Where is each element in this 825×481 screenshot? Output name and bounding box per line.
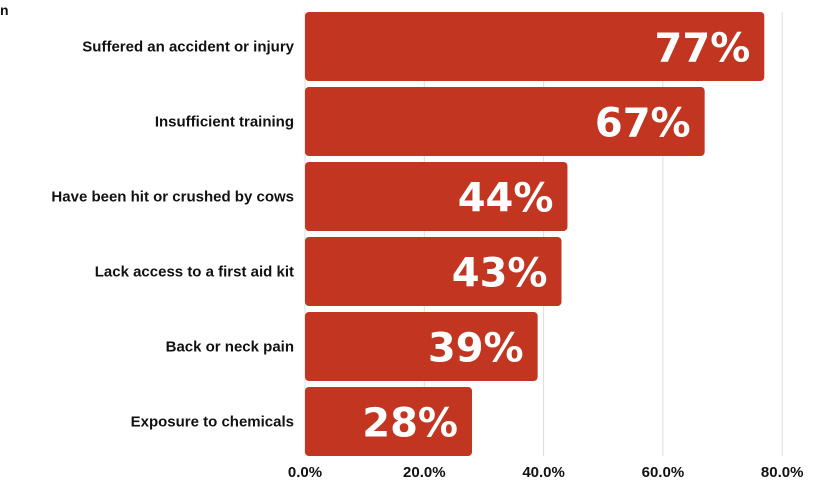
bar	[305, 312, 538, 381]
category-label: Suffered an accident or injury	[82, 39, 294, 56]
category-label: Exposure to chemicals	[131, 414, 294, 431]
category-label: Lack access to a first aid kit	[95, 264, 294, 281]
bar	[305, 87, 705, 156]
bar-value-label: 77%	[655, 26, 751, 72]
bar-value-label: 67%	[595, 101, 691, 147]
bar-value-label: 44%	[458, 176, 554, 222]
bar-value-label: 39%	[428, 326, 524, 372]
bar	[305, 387, 473, 456]
category-label: Back or neck pain	[166, 339, 294, 356]
category-label: Insufficient training	[155, 114, 294, 131]
cropped-title-fragment: n	[0, 2, 9, 18]
bar-value-label: 43%	[452, 251, 548, 297]
bar-value-label: 28%	[362, 401, 458, 447]
x-tick-label: 40.0%	[522, 464, 565, 481]
bar	[305, 237, 562, 306]
bars: 77% 67% 44% 43% 39% 28%	[305, 12, 765, 456]
gridlines	[304, 12, 783, 456]
x-tick-label: 60.0%	[642, 464, 685, 481]
bar	[305, 162, 568, 231]
x-tick-label: 20.0%	[403, 464, 446, 481]
category-labels: Suffered an accident or injury Insufficie…	[51, 39, 294, 431]
x-tick-label: 0.0%	[288, 464, 322, 481]
bar	[305, 12, 765, 81]
category-label: Have been hit or crushed by cows	[51, 189, 294, 206]
x-tick-label: 80.0%	[761, 464, 804, 481]
x-axis-tick-labels: 0.0% 20.0% 40.0% 60.0% 80.0%	[288, 464, 804, 481]
